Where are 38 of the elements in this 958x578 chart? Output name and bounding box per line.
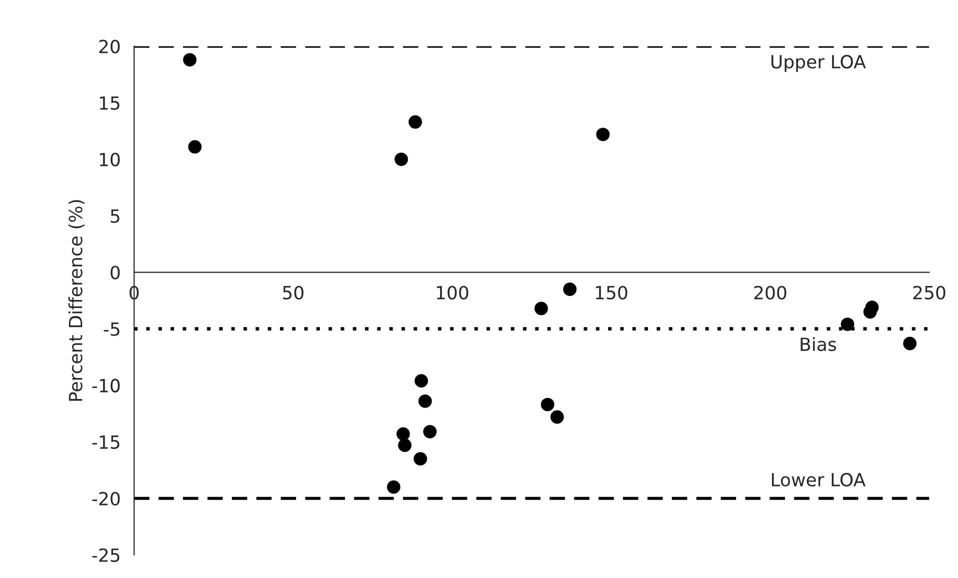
x-tick-label: 150 [596,286,628,300]
point [903,336,917,350]
y-axis-title: Percent Difference (%) [68,200,85,401]
point [423,424,437,438]
point [563,282,577,296]
point [408,115,422,129]
ref-line-label: Lower LOA [772,472,866,487]
point [394,152,408,166]
point [865,300,879,314]
y-tick-label: 5 [110,209,120,223]
y-tick-label: -15 [92,436,120,449]
ref-line-label: Bias [800,337,836,352]
point [534,302,548,316]
point [188,140,202,154]
x-tick-label: 100 [436,286,468,300]
point [183,53,196,67]
point [396,427,410,441]
x-tick-label: 200 [754,286,786,300]
point [540,398,554,412]
y-tick-label: -25 [92,548,120,562]
y-tick-label: 0 [110,266,120,280]
ref-line-label: Upper LOA [771,54,866,72]
y-tick-label: 10 [100,152,120,166]
point [550,410,564,424]
point [386,480,400,494]
y-tick-label: -10 [92,378,120,392]
point [414,374,428,388]
y-tick-label: 20 [99,40,120,54]
x-tick-label: 50 [283,286,304,300]
point [418,394,432,408]
point [414,452,428,466]
y-tick-label: -5 [104,322,120,336]
y-tick-label: 15 [100,96,120,110]
y-tick-label: -20 [92,492,120,506]
point [840,318,854,332]
point [398,438,412,452]
point [596,128,610,142]
x-tick-label: 250 [913,286,946,300]
